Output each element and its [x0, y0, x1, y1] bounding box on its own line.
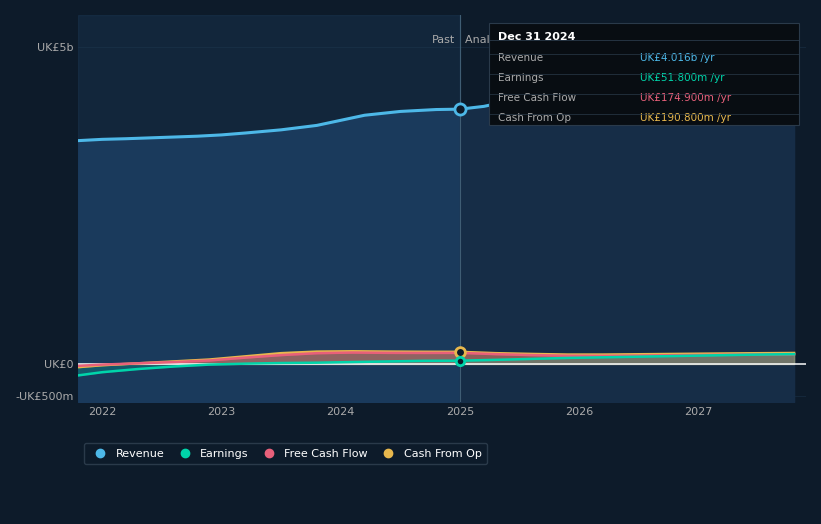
FancyBboxPatch shape	[489, 23, 799, 125]
Text: Revenue: Revenue	[498, 52, 544, 62]
Text: Earnings: Earnings	[498, 73, 544, 83]
Text: Past: Past	[432, 35, 455, 45]
Text: UK£4.016b /yr: UK£4.016b /yr	[640, 52, 714, 62]
Text: Dec 31 2024: Dec 31 2024	[498, 32, 576, 42]
Text: UK£51.800m /yr: UK£51.800m /yr	[640, 73, 725, 83]
Text: Analysts Forecasts: Analysts Forecasts	[465, 35, 568, 45]
Text: UK£190.800m /yr: UK£190.800m /yr	[640, 113, 731, 123]
Text: Cash From Op: Cash From Op	[498, 113, 571, 123]
Bar	[78, 15, 460, 402]
Text: UK£174.900m /yr: UK£174.900m /yr	[640, 93, 732, 103]
Legend: Revenue, Earnings, Free Cash Flow, Cash From Op: Revenue, Earnings, Free Cash Flow, Cash …	[84, 443, 487, 464]
Text: Free Cash Flow: Free Cash Flow	[498, 93, 576, 103]
